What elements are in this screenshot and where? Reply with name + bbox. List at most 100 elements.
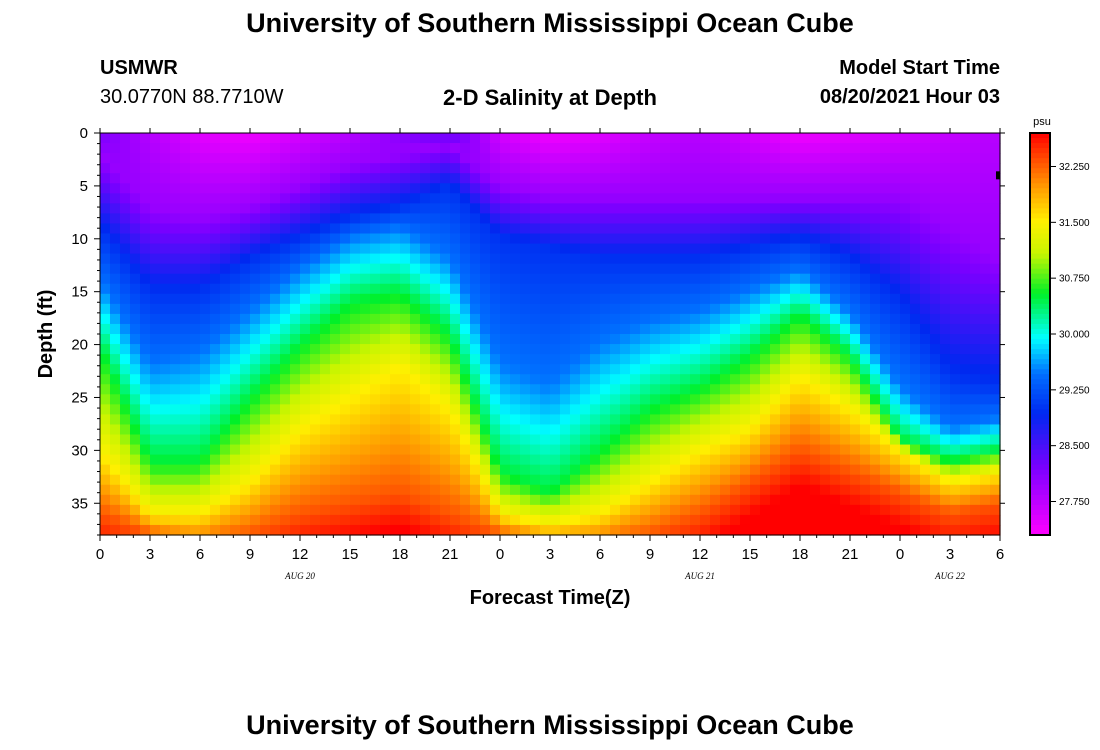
heatmap-cell bbox=[340, 193, 351, 204]
heatmap-cell bbox=[610, 153, 621, 164]
x-tick-label: 0 bbox=[96, 546, 104, 563]
heatmap-cell bbox=[600, 414, 611, 426]
heatmap-cell bbox=[300, 203, 311, 214]
heatmap-cell bbox=[890, 183, 901, 194]
heatmap-cell bbox=[410, 263, 421, 275]
heatmap-cell bbox=[500, 183, 511, 194]
heatmap-cell bbox=[800, 143, 811, 154]
heatmap-cell bbox=[630, 434, 641, 446]
heatmap-cell bbox=[100, 293, 111, 305]
heatmap-cell bbox=[590, 334, 601, 345]
heatmap-cell bbox=[530, 303, 541, 315]
heatmap-cell bbox=[740, 404, 751, 415]
heatmap-cell bbox=[500, 323, 511, 335]
heatmap-cell bbox=[310, 163, 321, 174]
heatmap-cell bbox=[150, 243, 161, 255]
heatmap-cell bbox=[880, 404, 891, 415]
heatmap-cell bbox=[830, 524, 841, 536]
heatmap-cell bbox=[790, 524, 801, 536]
heatmap-cell bbox=[100, 474, 111, 486]
heatmap-cell bbox=[410, 243, 421, 255]
heatmap-cell bbox=[400, 344, 411, 355]
heatmap-cell bbox=[900, 183, 911, 194]
heatmap-cell bbox=[910, 133, 921, 144]
heatmap-cell bbox=[350, 273, 361, 285]
heatmap-cell bbox=[980, 334, 991, 345]
heatmap-cell bbox=[250, 263, 261, 275]
heatmap-cell bbox=[380, 454, 391, 466]
heatmap-cell bbox=[580, 444, 591, 456]
heatmap-cell bbox=[190, 133, 201, 144]
heatmap-cell bbox=[740, 163, 751, 174]
heatmap-cell bbox=[840, 313, 851, 325]
heatmap-cell bbox=[670, 504, 681, 516]
heatmap-cell bbox=[910, 384, 921, 395]
heatmap-cell bbox=[200, 494, 211, 506]
heatmap-cell bbox=[680, 424, 691, 436]
heatmap-cell bbox=[810, 183, 821, 194]
heatmap-cell bbox=[980, 344, 991, 355]
heatmap-cell bbox=[730, 263, 741, 275]
heatmap-cell bbox=[290, 454, 301, 466]
heatmap-cell bbox=[480, 434, 491, 446]
heatmap-cell bbox=[840, 394, 851, 405]
heatmap-cell bbox=[910, 344, 921, 355]
heatmap-cell bbox=[580, 183, 591, 194]
heatmap-cell bbox=[190, 213, 201, 225]
heatmap-cell bbox=[880, 233, 891, 245]
heatmap-cell bbox=[460, 364, 471, 375]
heatmap-cell bbox=[640, 374, 651, 385]
heatmap-cell bbox=[560, 273, 571, 285]
heatmap-cell bbox=[810, 243, 821, 255]
heatmap-cell bbox=[560, 444, 571, 456]
heatmap-cell bbox=[340, 153, 351, 164]
colorbar-swatch bbox=[1030, 359, 1050, 365]
heatmap-cell bbox=[800, 293, 811, 305]
heatmap-cell bbox=[950, 233, 961, 245]
heatmap-cell bbox=[180, 424, 191, 436]
heatmap-cell bbox=[760, 223, 771, 235]
heatmap-cell bbox=[290, 273, 301, 285]
heatmap-cell bbox=[630, 374, 641, 385]
heatmap-cell bbox=[350, 193, 361, 204]
x-tick-label: 3 bbox=[146, 546, 154, 563]
heatmap-cell bbox=[290, 434, 301, 446]
heatmap-cell bbox=[130, 283, 141, 295]
heatmap-cell bbox=[240, 334, 251, 345]
heatmap-cell bbox=[930, 313, 941, 325]
heatmap-cell bbox=[160, 303, 171, 315]
heatmap-cell bbox=[310, 444, 321, 456]
heatmap-cell bbox=[430, 273, 441, 285]
heatmap-cell bbox=[720, 163, 731, 174]
heatmap-cell bbox=[510, 293, 521, 305]
heatmap-cell bbox=[680, 203, 691, 214]
heatmap-cell bbox=[740, 434, 751, 446]
heatmap-cell bbox=[970, 223, 981, 235]
heatmap-cell bbox=[480, 303, 491, 315]
heatmap-cell bbox=[610, 273, 621, 285]
heatmap-cell bbox=[360, 374, 371, 385]
heatmap-cell bbox=[240, 143, 251, 154]
heatmap-cell bbox=[150, 464, 161, 476]
heatmap-cell bbox=[680, 374, 691, 385]
heatmap-cell bbox=[990, 273, 1001, 285]
heatmap-cell bbox=[730, 223, 741, 235]
heatmap-cell bbox=[160, 143, 171, 154]
heatmap-cell bbox=[160, 183, 171, 194]
heatmap-cell bbox=[580, 424, 591, 436]
heatmap-cell bbox=[430, 153, 441, 164]
heatmap-cell bbox=[540, 474, 551, 486]
heatmap-cell bbox=[270, 323, 281, 335]
heatmap-cell bbox=[280, 354, 291, 365]
heatmap-cell bbox=[610, 293, 621, 305]
heatmap-cell bbox=[180, 223, 191, 235]
heatmap-cell bbox=[870, 384, 881, 395]
heatmap-cell bbox=[610, 364, 621, 375]
heatmap-cell bbox=[910, 293, 921, 305]
heatmap-cell bbox=[400, 283, 411, 295]
heatmap-cell bbox=[870, 334, 881, 345]
heatmap-cell bbox=[900, 354, 911, 365]
heatmap-cell bbox=[430, 404, 441, 415]
heatmap-cell bbox=[440, 364, 451, 375]
heatmap-cell bbox=[640, 344, 651, 355]
